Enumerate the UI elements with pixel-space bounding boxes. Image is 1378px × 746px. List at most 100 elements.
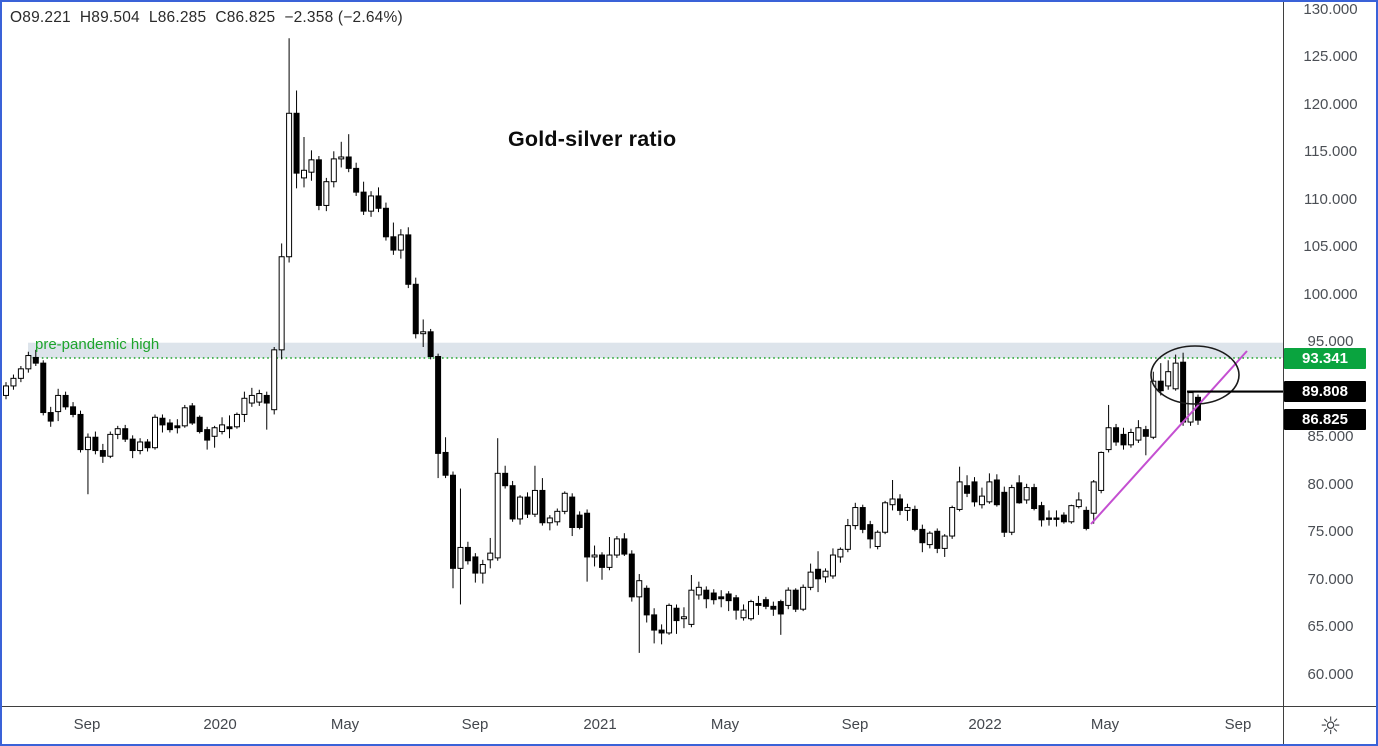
candle-body — [405, 234, 412, 285]
candle-body — [271, 349, 278, 411]
candle-body — [1120, 433, 1127, 446]
price-tick-label: 65.000 — [1307, 618, 1354, 636]
candle-body — [755, 602, 762, 606]
candle-body — [584, 512, 591, 558]
candle-body — [1083, 509, 1090, 529]
candle-body — [852, 507, 859, 527]
candle-body — [308, 159, 315, 173]
candle-body — [427, 331, 434, 357]
candle-body — [919, 528, 926, 544]
candle-body — [829, 554, 836, 577]
candle-body — [666, 604, 673, 634]
candle-body — [837, 548, 844, 558]
time-tick-label-Sep: Sep — [1224, 716, 1252, 733]
candle-body — [718, 596, 725, 600]
candle-body — [248, 394, 255, 404]
candle-body — [1135, 427, 1142, 441]
candle-body — [129, 438, 136, 452]
time-tick-label-May: May — [710, 716, 740, 733]
candle-body — [1172, 362, 1179, 390]
candle-body — [92, 436, 99, 452]
price-tick-label: 95.000 — [1307, 333, 1354, 351]
candle-body — [241, 397, 248, 415]
candle-body — [263, 394, 270, 404]
price-tick-label: 120.000 — [1303, 95, 1358, 113]
candle-body — [874, 531, 881, 547]
ohlc-readout: O89.221 H89.504 L86.285 C86.825 −2.358 (−2.6… — [10, 9, 412, 27]
candle-body — [397, 234, 404, 251]
candle-body — [278, 256, 285, 351]
candle-body — [62, 394, 69, 408]
candle-body — [576, 514, 583, 528]
candle-body — [621, 538, 628, 555]
candle-body — [680, 616, 687, 620]
candle-body — [613, 538, 620, 556]
time-tick-label-2020: 2020 — [203, 716, 237, 733]
candle-body — [1105, 427, 1112, 451]
candle-body — [360, 191, 367, 212]
candle-body — [517, 496, 524, 520]
candle-body — [25, 355, 32, 370]
support-trendline[interactable] — [1090, 350, 1248, 525]
candle-body — [435, 355, 442, 454]
candle-body — [301, 169, 307, 179]
ellipse-annotation[interactable] — [1150, 345, 1240, 405]
candle-body — [569, 496, 576, 528]
candle-body — [993, 479, 1000, 506]
candle-body — [159, 417, 166, 426]
price-tick-label: 85.000 — [1307, 428, 1354, 446]
price-tick-label: 125.000 — [1303, 48, 1358, 66]
ohlc-change: −2.358 (−2.64%) — [284, 9, 403, 26]
candle-body — [472, 556, 479, 574]
candle-body — [338, 156, 345, 160]
candle-body — [3, 385, 9, 396]
candle-body — [40, 362, 47, 414]
candle-body — [1075, 499, 1082, 508]
time-tick-label-Sep: Sep — [73, 716, 101, 733]
candle-body — [1127, 431, 1134, 446]
candle-body — [10, 377, 17, 387]
candle-body — [256, 393, 263, 403]
price-tick-label: 100.000 — [1303, 285, 1358, 303]
candlestick-plot[interactable] — [2, 2, 1283, 706]
candle-body — [122, 428, 129, 440]
candle-body — [420, 331, 427, 335]
candle-body — [807, 571, 814, 588]
price-label-89.808: 89.808 — [1284, 381, 1366, 403]
price-axis[interactable]: 130.000 125.000 120.000 115.000 110.000 105.0… — [1283, 2, 1376, 706]
candle-body — [1038, 505, 1045, 521]
candle-body — [934, 530, 941, 549]
candle-body — [1068, 505, 1075, 523]
candle-body — [196, 416, 203, 433]
candle-body — [99, 450, 106, 457]
candle-body — [494, 472, 501, 559]
candle-body — [628, 553, 635, 598]
pre-pandemic-band[interactable] — [28, 342, 1283, 358]
candle-body — [286, 112, 293, 258]
candle-body — [1031, 487, 1038, 509]
settings-gear-icon[interactable]: ☼ — [1314, 714, 1348, 738]
candle-body — [800, 586, 807, 610]
candle-body — [315, 159, 322, 206]
chart-pane[interactable] — [2, 2, 1283, 706]
candle-body — [733, 597, 740, 611]
candle-body — [181, 407, 188, 427]
candle-body — [487, 552, 494, 561]
candle-body — [368, 195, 375, 212]
time-axis[interactable]: Sep 2020 May Sep 2021 May Sep 2022 May Sep — [2, 706, 1283, 744]
candle-body — [531, 489, 538, 515]
candle-body — [345, 156, 352, 169]
time-tick-label-2022: 2022 — [968, 716, 1002, 733]
candle-body — [32, 356, 39, 364]
candle-body — [964, 485, 971, 494]
candle-body — [152, 416, 158, 449]
candle-body — [55, 394, 62, 413]
candle-body — [412, 283, 419, 335]
candle-body — [457, 546, 464, 569]
price-tick-label: 115.000 — [1303, 143, 1358, 161]
candle-body — [539, 489, 546, 524]
price-label-93.341: 93.341 — [1284, 347, 1366, 369]
candle-body — [882, 502, 889, 533]
candle-body — [204, 429, 211, 441]
